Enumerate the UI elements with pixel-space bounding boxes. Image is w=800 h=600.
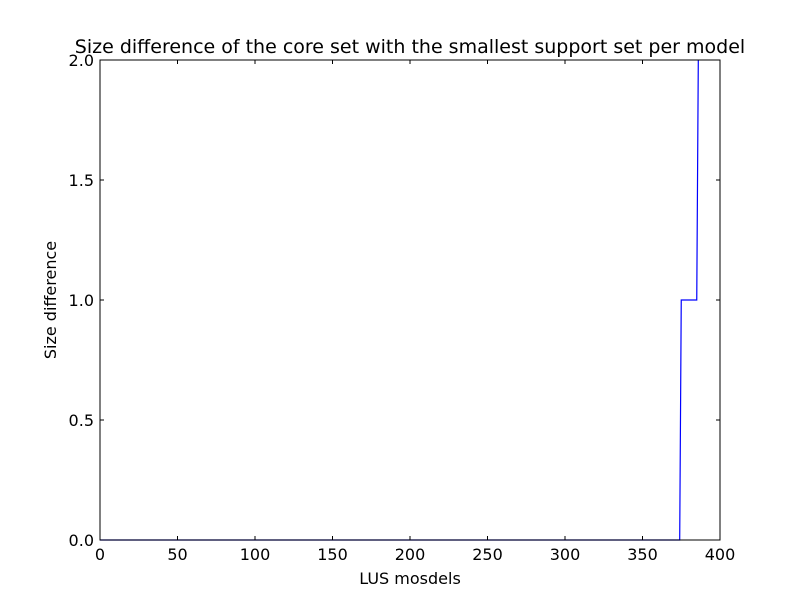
x-tick-label: 150: [317, 545, 348, 564]
x-tick-label: 200: [395, 545, 426, 564]
axes-ticks: 0 50 100 150 200 250 300 350 400 0.0 0.5 1.0 1.5 2.0: [69, 51, 736, 564]
plot-frame: [99, 59, 721, 541]
y-tick-label: 0.0: [69, 531, 94, 550]
y-tick-label: 1.5: [69, 171, 94, 190]
x-tick-label: 0: [95, 545, 105, 564]
series-line-0: [100, 59, 699, 541]
x-tick-label: 300: [550, 545, 581, 564]
x-tick-label: 100: [240, 545, 271, 564]
chart-title: Size difference of the core set with the…: [75, 36, 745, 58]
y-tick-label: 1.0: [69, 291, 94, 310]
y-tick-label: 2.0: [69, 51, 94, 70]
x-tick-label: 50: [167, 545, 187, 564]
y-axis-label: Size difference: [41, 241, 60, 359]
y-tick-label: 0.5: [69, 411, 94, 430]
x-tick-label: 250: [472, 545, 503, 564]
plot-area: [99, 59, 721, 541]
x-tick-label: 350: [627, 545, 658, 564]
x-axis-label: LUS mosdels: [359, 569, 461, 588]
x-tick-label: 400: [705, 545, 736, 564]
